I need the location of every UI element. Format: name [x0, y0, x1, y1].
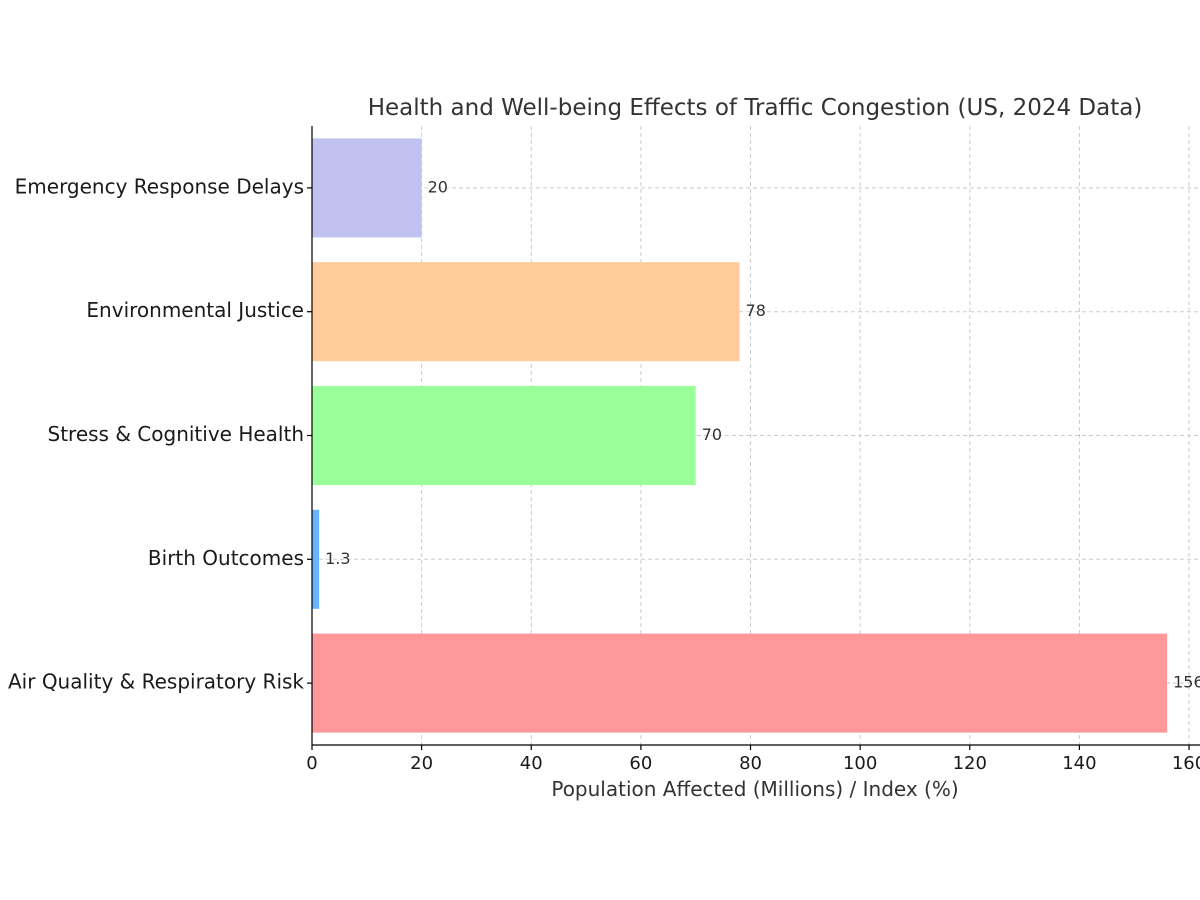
- chart-title: Health and Well-being Effects of Traffic…: [368, 95, 1143, 121]
- x-tick-label: 20: [410, 753, 433, 774]
- bar: [312, 138, 422, 238]
- x-tick-label: 40: [520, 753, 543, 774]
- bar: [312, 385, 696, 486]
- bar: [312, 262, 740, 362]
- category-label: Birth Outcomes: [148, 546, 304, 570]
- bar-value-label: 20: [428, 177, 448, 196]
- x-tick-label: 80: [739, 753, 762, 774]
- x-tick-label: 140: [1062, 753, 1096, 774]
- bar-value-label: 1.3: [325, 549, 350, 568]
- x-tick-label: 60: [629, 753, 652, 774]
- bar: [312, 633, 1168, 733]
- bar-value-label: 70: [702, 425, 722, 444]
- bar: [312, 509, 320, 609]
- x-tick-label: 100: [843, 753, 877, 774]
- x-axis-label: Population Affected (Millions) / Index (…: [551, 777, 958, 801]
- category-label: Stress & Cognitive Health: [48, 422, 304, 446]
- category-label: Environmental Justice: [86, 298, 304, 322]
- x-tick-label: 0: [306, 753, 317, 774]
- bar-value-label: 78: [746, 301, 766, 320]
- bar-value-label: 156: [1173, 673, 1200, 692]
- category-label: Emergency Response Delays: [15, 174, 304, 198]
- x-tick-label: 120: [953, 753, 987, 774]
- x-tick-label: 160: [1172, 753, 1200, 774]
- category-label: Air Quality & Respiratory Risk: [8, 670, 304, 694]
- bars: 156 1.3 70 78 20: [312, 138, 1200, 733]
- axes: Air Quality & Respiratory Risk Birth Outc…: [8, 126, 1200, 774]
